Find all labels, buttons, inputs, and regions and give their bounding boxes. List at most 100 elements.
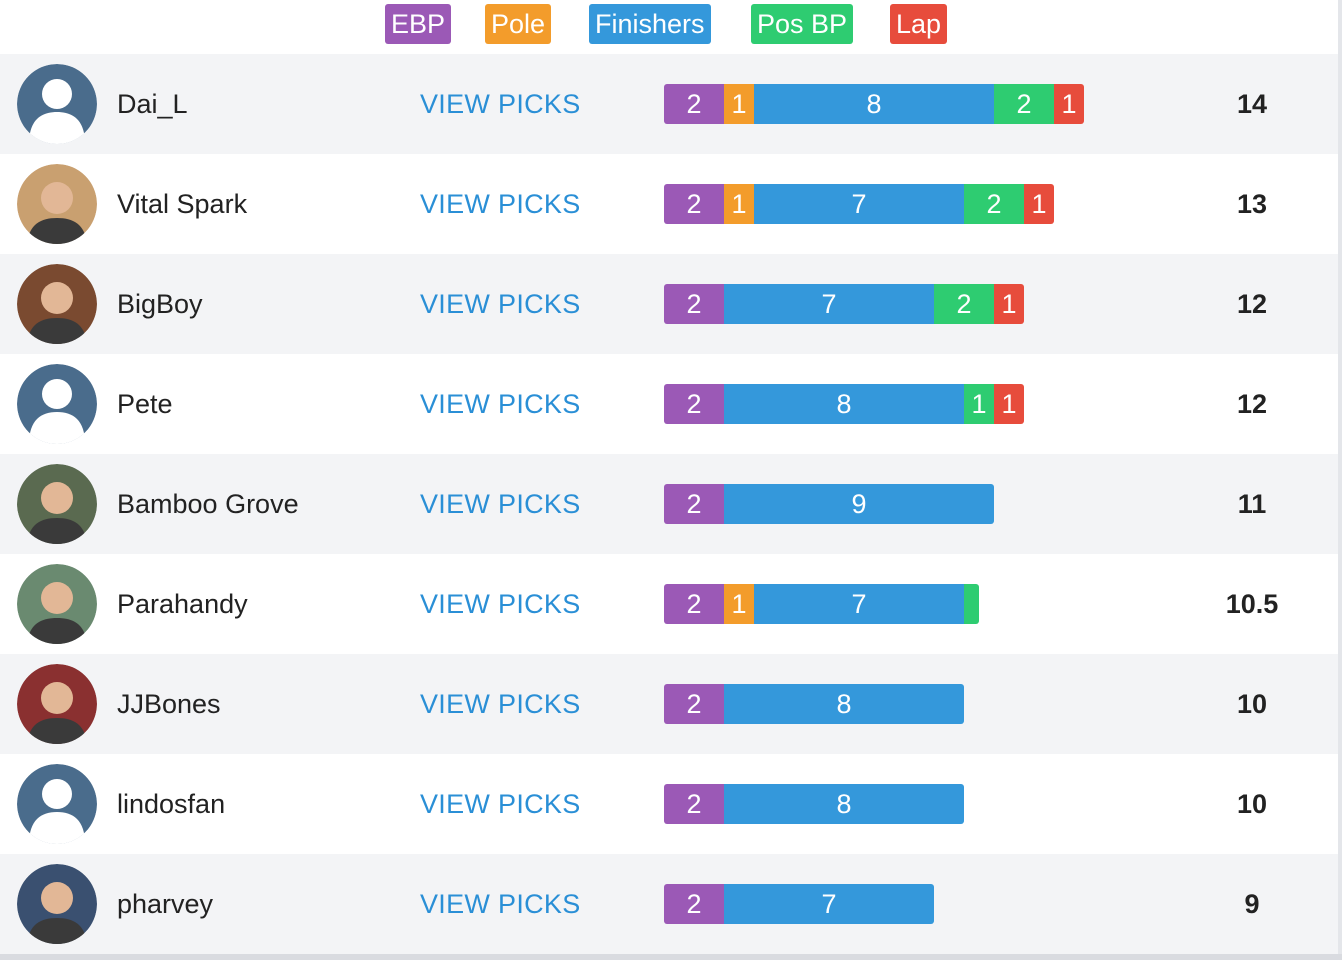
segment-ebp: 2 — [664, 684, 724, 724]
default-avatar-icon — [17, 364, 97, 444]
segment-lap: 1 — [994, 284, 1024, 324]
segment-finishers: 9 — [724, 484, 994, 524]
profile-photo-icon — [17, 264, 97, 344]
player-name: JJBones — [117, 689, 221, 719]
leaderboard-row: Pete VIEW PICKS 2 8 1 1 12 — [0, 354, 1338, 454]
avatar — [17, 64, 97, 144]
view-picks-link[interactable]: VIEW PICKS — [420, 889, 581, 919]
view-picks-link[interactable]: VIEW PICKS — [420, 489, 581, 519]
segment-ebp: 2 — [664, 484, 724, 524]
profile-photo-icon — [17, 164, 97, 244]
legend-ebp: EBP — [385, 4, 452, 44]
avatar — [17, 864, 97, 944]
segment-lap: 1 — [1054, 84, 1084, 124]
default-avatar-icon — [17, 764, 97, 844]
segment-posbp: 2 — [934, 284, 994, 324]
leaderboard-row: Bamboo Grove VIEW PICKS 2 9 11 — [0, 454, 1338, 554]
total-score: 12 — [1236, 389, 1268, 419]
profile-photo-icon — [17, 564, 97, 644]
segment-ebp: 2 — [664, 584, 724, 624]
total-score: 14 — [1236, 89, 1268, 119]
total-score: 11 — [1237, 489, 1267, 519]
leaderboard-row: Dai_L VIEW PICKS 2 1 8 2 1 14 — [0, 54, 1338, 154]
leaderboard-row: lindosfan VIEW PICKS 2 8 10 — [0, 754, 1338, 854]
avatar — [17, 564, 97, 644]
profile-photo-icon — [17, 464, 97, 544]
total-score: 9 — [1244, 889, 1260, 919]
player-name: lindosfan — [117, 789, 226, 819]
segment-finishers: 8 — [724, 784, 964, 824]
segment-finishers: 7 — [754, 584, 964, 624]
total-score: 10 — [1236, 789, 1268, 819]
avatar — [17, 464, 97, 544]
avatar — [17, 664, 97, 744]
profile-photo-icon — [17, 864, 97, 944]
segment-finishers: 7 — [724, 284, 934, 324]
segment-lap: 1 — [994, 384, 1024, 424]
segment-finishers: 7 — [754, 184, 964, 224]
player-name: pharvey — [117, 889, 214, 919]
view-picks-link[interactable]: VIEW PICKS — [420, 789, 581, 819]
view-picks-link[interactable]: VIEW PICKS — [420, 689, 581, 719]
segment-finishers: 7 — [724, 884, 934, 924]
player-name: Bamboo Grove — [117, 489, 299, 519]
leaderboard-row: Parahandy VIEW PICKS 2 1 7 10.5 — [0, 554, 1338, 654]
total-score: 13 — [1236, 189, 1268, 219]
segment-lap: 1 — [1024, 184, 1054, 224]
bottom-divider — [0, 954, 1342, 960]
segment-ebp: 2 — [664, 884, 724, 924]
legend-lap: Lap — [890, 4, 948, 44]
avatar — [17, 364, 97, 444]
score-legend: EBP Pole Finishers Pos BP Lap — [0, 0, 1342, 52]
leaderboard: Dai_L VIEW PICKS 2 1 8 2 1 14 Vital Spark VIEW PI… — [0, 54, 1338, 954]
segment-ebp: 2 — [664, 284, 724, 324]
player-name: Vital Spark — [117, 189, 248, 219]
view-picks-link[interactable]: VIEW PICKS — [420, 189, 581, 219]
leaderboard-row: pharvey VIEW PICKS 2 7 9 — [0, 854, 1338, 954]
avatar — [17, 164, 97, 244]
segment-posbp: 2 — [994, 84, 1054, 124]
segment-pole: 1 — [724, 84, 754, 124]
total-score: 12 — [1236, 289, 1268, 319]
segment-ebp: 2 — [664, 84, 724, 124]
legend-pole: Pole — [485, 4, 552, 44]
segment-finishers: 8 — [724, 684, 964, 724]
segment-pole: 1 — [724, 184, 754, 224]
segment-posbp: 1 — [964, 384, 994, 424]
player-name: BigBoy — [117, 289, 203, 319]
segment-ebp: 2 — [664, 384, 724, 424]
profile-photo-icon — [17, 664, 97, 744]
leaderboard-row: Vital Spark VIEW PICKS 2 1 7 2 1 13 — [0, 154, 1338, 254]
view-picks-link[interactable]: VIEW PICKS — [420, 389, 581, 419]
segment-ebp: 2 — [664, 184, 724, 224]
segment-finishers: 8 — [754, 84, 994, 124]
segment-finishers: 8 — [724, 384, 964, 424]
player-name: Pete — [117, 389, 173, 419]
avatar — [17, 264, 97, 344]
segment-posbp — [964, 584, 979, 624]
view-picks-link[interactable]: VIEW PICKS — [420, 289, 581, 319]
legend-finishers: Finishers — [589, 4, 711, 44]
leaderboard-row: JJBones VIEW PICKS 2 8 10 — [0, 654, 1338, 754]
avatar — [17, 764, 97, 844]
player-name: Parahandy — [117, 589, 248, 619]
total-score: 10.5 — [1225, 589, 1279, 619]
scrollbar-track — [1338, 0, 1342, 960]
default-avatar-icon — [17, 64, 97, 144]
segment-posbp: 2 — [964, 184, 1024, 224]
total-score: 10 — [1236, 689, 1268, 719]
player-name: Dai_L — [117, 89, 188, 119]
view-picks-link[interactable]: VIEW PICKS — [420, 589, 581, 619]
segment-ebp: 2 — [664, 784, 724, 824]
legend-pos-bp: Pos BP — [751, 4, 854, 44]
view-picks-link[interactable]: VIEW PICKS — [420, 89, 581, 119]
